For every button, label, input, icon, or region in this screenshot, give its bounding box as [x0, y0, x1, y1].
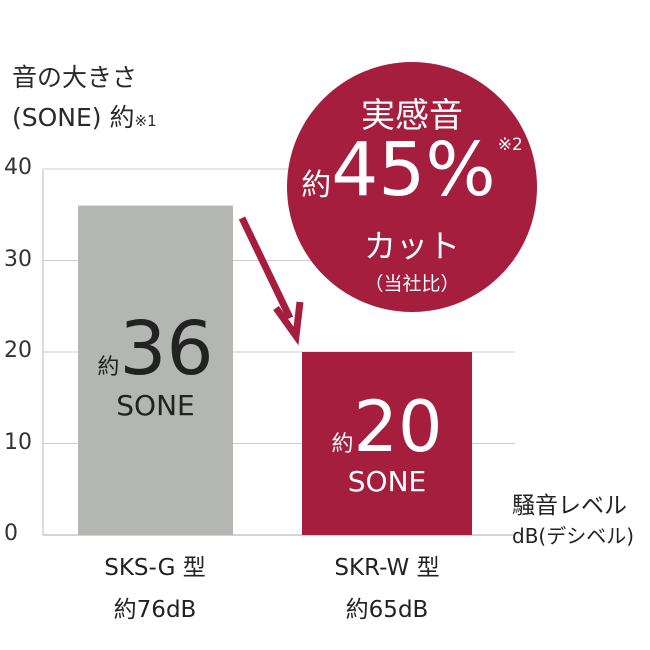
- arrow-head-icon: [273, 301, 304, 346]
- category-sublabel-1: 約76dB: [113, 597, 197, 623]
- callout-value-row: 約45% ※2: [287, 133, 537, 223]
- y-tick-label: 0: [4, 521, 18, 546]
- x-axis-title-line2: dB(デシベル): [512, 524, 635, 548]
- callout-line3: カット: [363, 227, 460, 265]
- x-axis-title-line1: 騒音レベル: [512, 493, 627, 519]
- y-tick-label: 40: [4, 155, 32, 180]
- callout-prefix: 約: [301, 168, 332, 203]
- bar-2: [302, 352, 472, 535]
- footnote-mark-2: ※2: [497, 135, 523, 155]
- category-sublabel-2: 約65dB: [345, 597, 429, 623]
- y-tick-label: 20: [4, 338, 32, 363]
- bar-data-label-1: 約36 SONE: [78, 312, 233, 420]
- y-axis-title-line2: (SONE) 約※1: [12, 98, 157, 134]
- data-label-value: 36: [119, 306, 214, 392]
- y-tick-label: 30: [4, 246, 32, 272]
- callout-line4: （当社比）: [364, 273, 460, 295]
- bar-data-label-2: 約20 SONE: [302, 392, 472, 496]
- bar-1: [78, 205, 233, 535]
- reduction-callout: 実感音 約45% ※2 カット （当社比）: [287, 62, 537, 312]
- category-label-2: SKR-W 型: [334, 555, 440, 581]
- callout-line1: 実感音: [361, 96, 463, 136]
- callout-value: 45%: [331, 127, 496, 213]
- y-axis-title-line1: 音の大きさ: [12, 63, 138, 92]
- footnote-mark-1: ※1: [134, 112, 157, 130]
- category-label-1: SKS-G 型: [104, 555, 206, 581]
- data-label-unit: SONE: [347, 465, 427, 498]
- y-axis-title-text: (SONE) 約: [12, 103, 135, 132]
- arrow-down-icon: [238, 216, 294, 320]
- data-label-unit: SONE: [116, 389, 195, 422]
- y-tick-label: 10: [4, 429, 32, 455]
- data-label-value: 20: [353, 386, 443, 468]
- data-label-prefix: 約: [331, 432, 354, 457]
- data-label-prefix: 約: [97, 355, 120, 380]
